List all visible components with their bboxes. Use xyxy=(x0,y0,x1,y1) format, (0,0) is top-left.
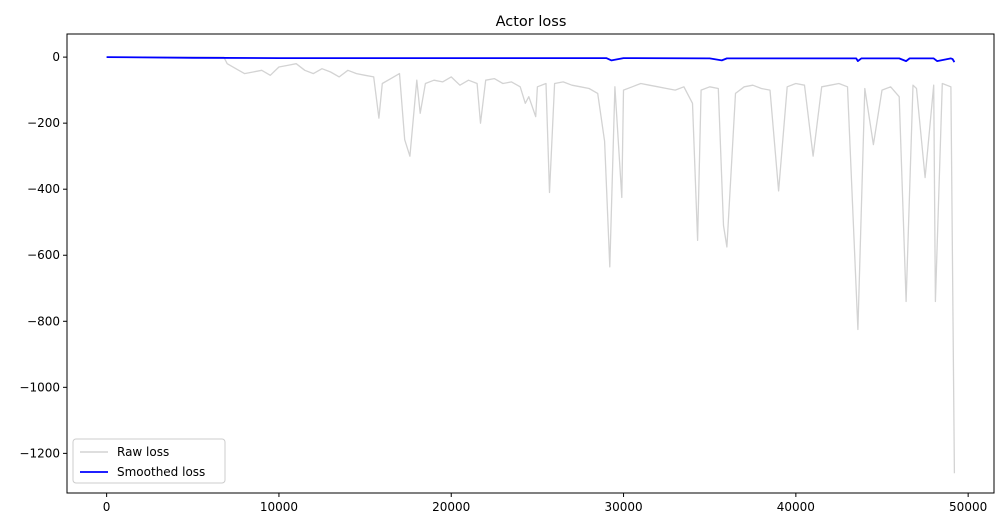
x-tick-label: 10000 xyxy=(260,500,298,514)
raw-loss-line xyxy=(106,56,956,474)
chart-title: Actor loss xyxy=(496,14,567,30)
y-tick-label: −400 xyxy=(27,182,60,196)
legend: Raw loss Smoothed loss xyxy=(72,438,226,484)
legend-label-raw-loss: Raw loss xyxy=(117,445,169,459)
x-tick-label: 0 xyxy=(103,500,111,514)
x-tick-label: 50000 xyxy=(949,500,987,514)
y-tick-label: −200 xyxy=(27,116,60,130)
legend-frame xyxy=(72,438,226,484)
y-tick-label: −600 xyxy=(27,248,60,262)
y-tick-label: 0 xyxy=(52,50,60,64)
y-tick-label: −1000 xyxy=(19,380,60,394)
y-tick-label: −800 xyxy=(27,314,60,328)
x-tick-label: 30000 xyxy=(604,500,642,514)
legend-label-smoothed-loss: Smoothed loss xyxy=(117,465,205,479)
x-axis: 0 10000 20000 30000 40000 50000 xyxy=(103,493,987,514)
y-axis: 0 −200 −400 −600 −800 −1000 −1200 xyxy=(19,50,67,460)
y-tick-label: −1200 xyxy=(19,446,60,460)
x-tick-label: 40000 xyxy=(777,500,815,514)
plot-series xyxy=(106,56,956,474)
smoothed-loss-line xyxy=(106,56,956,63)
x-tick-label: 20000 xyxy=(432,500,470,514)
plot-frame xyxy=(66,33,995,494)
